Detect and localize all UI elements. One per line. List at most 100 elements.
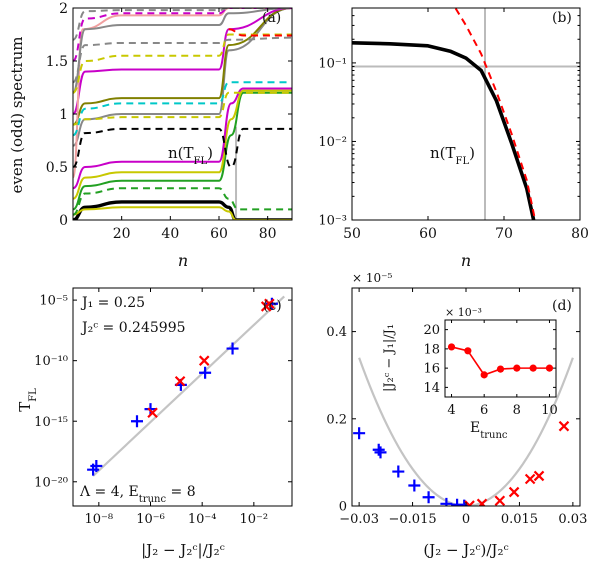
panel-a-series-line — [73, 8, 292, 41]
panel-d-xtick-label: 0.015 — [501, 512, 538, 527]
panel-d-point-cross — [494, 495, 506, 506]
panel-c: TFL 10⁻⁸ 10⁻⁶ 10⁻⁴ 10⁻²10⁻²⁰10⁻¹⁵10⁻¹⁰10⁻⁵ … — [16, 287, 293, 559]
panel-a-ylabel: even (odd) spectrum — [8, 36, 26, 193]
panel-a-label: (a) — [262, 10, 281, 26]
inset-frame — [444, 319, 557, 398]
panel-c-xtick-label: 10⁻⁶ — [136, 512, 165, 527]
panel-c-annotation-j2c: J₂ᶜ = 0.245995 — [80, 320, 186, 336]
inset-plot-area: 4 6 8 10 14 16 18 20 — [423, 320, 558, 418]
panel-a-series-line — [73, 87, 292, 190]
inset-ytick-label: 14 — [423, 381, 440, 396]
panel-a-xtick-label: 20 — [113, 226, 131, 242]
panel-b-ytick-label: 10⁻¹ — [318, 56, 347, 71]
panel-a-ytick-label: 2 — [59, 1, 68, 17]
panel-c-xtick-label: 10⁻⁴ — [188, 512, 217, 527]
panel-b-annotation: n(TFL) — [430, 144, 475, 167]
panel-a-series-line — [73, 8, 292, 94]
panel-d-ytick-label: 0.4 — [326, 325, 347, 340]
panel-d-xtick-label: −0.03 — [339, 512, 379, 527]
panel-a: even (odd) spectrum 20 40 60 80 0 0.5 1 1.5 2 (a… — [8, 1, 293, 270]
panel-a-series-line — [73, 36, 292, 84]
panel-b-plot-area: 50 60 70 80 10⁻³ 10⁻² 10⁻¹ — [318, 7, 589, 242]
panel-a-xtick-label: 80 — [259, 226, 277, 242]
panel-b-label: (b) — [552, 10, 572, 26]
panel-d-inset: 4 6 8 10 14 16 18 20 × 10⁻³ |J₂ᶜ − J₁|/J₁ Etrun… — [382, 306, 558, 441]
inset-point — [447, 343, 456, 351]
inset-background — [445, 320, 556, 397]
panel-d-point-plus — [440, 497, 453, 506]
panel-a-frame — [72, 7, 293, 221]
panel-d-point-cross — [508, 486, 520, 498]
inset-ytick-label: 18 — [423, 342, 440, 357]
panel-d-xtick-label: 0.03 — [558, 512, 587, 527]
panel-a-xtick-label: 60 — [210, 226, 228, 242]
inset-xlabel: Etrunc — [470, 420, 508, 441]
panel-d-point-cross — [558, 420, 570, 432]
panel-c-ytick-label: 10⁻¹⁰ — [34, 354, 68, 369]
panel-d-point-plus — [392, 465, 405, 478]
panel-d-point-cross — [524, 473, 536, 485]
panel-b-frame — [351, 7, 581, 221]
panel-a-series-line — [73, 81, 292, 137]
panel-a-series-line — [73, 206, 292, 220]
inset-xtick-label: 10 — [541, 403, 558, 418]
panel-c-xtick-label: 10⁻⁸ — [85, 512, 114, 527]
inset-xtick-label: 8 — [513, 403, 521, 418]
inset-point — [496, 365, 505, 373]
inset-ytick-label: 20 — [423, 323, 440, 338]
panel-a-series-line — [73, 200, 292, 220]
inset-multiplier: × 10⁻³ — [445, 306, 482, 319]
panel-c-ytick-label: 10⁻²⁰ — [34, 475, 68, 490]
panel-d-ytick-label: 0 — [339, 500, 347, 515]
panel-d-point-plus — [353, 427, 366, 440]
panel-d-point-cross — [533, 470, 545, 482]
panel-c-xlabel: |J₂ − J₂ᶜ|/J₂ᶜ — [141, 541, 225, 559]
clip-d-group — [353, 357, 574, 506]
panel-b-series-line — [352, 41, 536, 220]
panel-c-label: (c) — [263, 298, 282, 314]
panel-c-ylabel: TFL — [16, 388, 39, 412]
panel-a-series-line — [73, 8, 292, 126]
inset-point — [480, 371, 488, 379]
inset-point — [464, 347, 472, 355]
panel-c-fit-line — [92, 295, 285, 477]
panel-c-ytick-label: 10⁻⁵ — [39, 294, 68, 309]
panel-d-fit-curve — [358, 357, 574, 506]
panel-d-multiplier: × 10⁻⁵ — [352, 271, 392, 285]
inset-point — [529, 364, 537, 372]
panel-c-point-cross — [198, 355, 210, 366]
panel-a-series-line — [73, 91, 292, 126]
inset-xtick-label: 6 — [480, 403, 488, 418]
panel-c-point-cross — [147, 407, 158, 419]
panel-a-series-line — [228, 28, 292, 37]
panel-d-xtick-label: −0.015 — [389, 512, 437, 527]
panel-d-point-plus — [422, 491, 435, 504]
panel-d-point-cross — [476, 498, 488, 506]
panel-d-label: (d) — [552, 298, 572, 314]
panel-d-point-plus — [372, 443, 385, 456]
panel-b-series-line — [454, 8, 536, 217]
panel-a-series-line — [73, 91, 292, 211]
clip-a-group — [73, 8, 292, 220]
panel-b-xlabel: n — [461, 251, 471, 270]
panel-b-xtick-label: 60 — [419, 226, 437, 242]
panel-a-xlabel: n — [178, 251, 188, 270]
panel-d-plot-area: −0.03 −0.015 0 0.015 0.03 0 0.2 0.4 — [326, 288, 587, 527]
panel-c-point-plus — [199, 366, 212, 379]
panel-a-ytick-label: 0 — [59, 213, 68, 229]
panel-c-point-plus — [130, 415, 143, 428]
panel-a-ytick-label: 1 — [59, 107, 68, 123]
inset-point — [545, 364, 554, 372]
panel-a-xtick-label: 40 — [161, 226, 179, 242]
panel-c-frame — [72, 287, 293, 507]
panel-a-series-line — [73, 8, 292, 115]
panel-d-xlabel: (J₂ − J₂ᶜ)/J₂ᶜ — [423, 541, 508, 559]
panel-a-series-line — [73, 127, 292, 169]
inset-ytick-label: 16 — [423, 362, 440, 377]
panel-c-ytick-label: 10⁻¹⁵ — [34, 415, 68, 430]
panel-c-point-cross — [174, 375, 186, 387]
clip-b-group — [352, 8, 580, 220]
panel-b-ytick-label: 10⁻² — [318, 135, 347, 150]
